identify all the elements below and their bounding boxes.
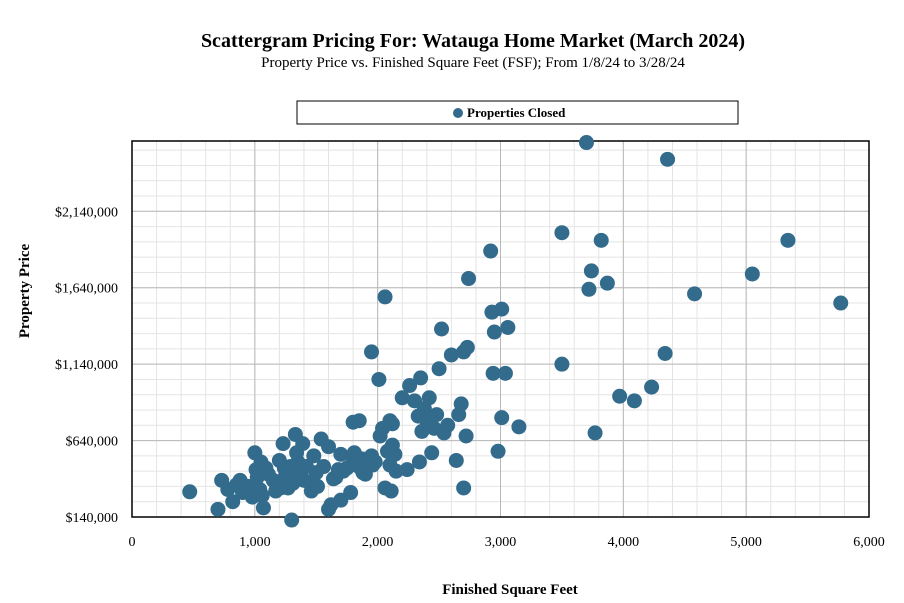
data-point [458,428,474,444]
data-point [483,243,499,259]
data-point [440,417,456,433]
data-point [182,484,198,500]
data-point [578,135,594,151]
data-point [429,407,445,423]
data-point [744,266,760,282]
data-point [687,286,703,302]
data-point [434,321,450,337]
data-point [448,452,464,468]
legend-label: Properties Closed [467,105,566,120]
data-point [394,390,410,406]
data-point [333,446,349,462]
x-tick-label: 3,000 [485,535,517,550]
data-point [316,459,332,475]
data-point [833,295,849,311]
data-point [371,371,387,387]
legend-box [296,100,739,125]
data-point [583,263,599,279]
data-point [388,463,404,479]
legend-marker [453,108,463,118]
data-point [364,344,380,360]
data-point [387,446,403,462]
data-point [494,410,510,426]
data-point [494,301,510,317]
data-point [443,347,459,363]
data-point [284,512,300,528]
data-point [485,365,501,381]
data-point [295,436,311,452]
chart-title: Scattergram Pricing For: Watauga Home Ma… [201,30,745,52]
data-point [225,494,241,510]
chart-subtitle: Property Price vs. Finished Square Feet … [261,55,685,71]
y-tick-label: $140,000 [66,511,119,526]
data-point [486,324,502,340]
plot-frame [131,140,870,518]
x-tick-label: 6,000 [853,535,885,550]
data-point [384,416,400,432]
data-point [210,501,226,517]
x-tick-label: 5,000 [730,535,762,550]
data-point [644,379,660,395]
data-point [554,356,570,372]
y-tick-label: $1,640,000 [55,282,118,297]
data-point [612,388,628,404]
data-point [275,436,291,452]
data-point [554,225,570,241]
data-point [599,275,615,291]
y-tick-label: $2,140,000 [55,205,118,220]
data-point [581,281,597,297]
y-axis-label: Property Price [17,244,33,339]
data-point [383,483,399,499]
data-point [780,232,796,248]
x-tick-label: 4,000 [608,535,640,550]
data-point [461,271,477,287]
data-point [402,378,418,394]
y-tick-label: $640,000 [66,435,119,450]
data-point [306,448,322,464]
data-point [343,485,359,501]
x-axis-label: Finished Square Feet [442,582,578,598]
data-point [411,454,427,470]
data-point [587,425,603,441]
x-tick-label: 1,000 [239,535,271,550]
data-point [309,478,325,494]
data-point [490,443,506,459]
data-point [421,390,437,406]
data-point [255,500,271,516]
legend: Properties Closed [296,100,739,125]
data-point [459,339,475,355]
data-point [367,454,383,470]
data-point [626,393,642,409]
data-point [593,232,609,248]
data-point [453,396,469,412]
data-point [657,345,673,361]
x-tick-label: 2,000 [362,535,394,550]
data-point [351,413,367,429]
data-point [424,445,440,461]
y-tick-label: $1,140,000 [55,358,118,373]
data-point [377,289,393,305]
data-point [497,365,513,381]
data-point [431,361,447,377]
data-point [413,370,429,386]
data-point [660,151,676,167]
data-point [511,419,527,435]
data-point [399,462,415,478]
data-point [254,488,270,504]
data-point [321,439,337,455]
data-point [456,480,472,496]
x-tick-label: 0 [129,535,136,550]
data-point [500,319,516,335]
